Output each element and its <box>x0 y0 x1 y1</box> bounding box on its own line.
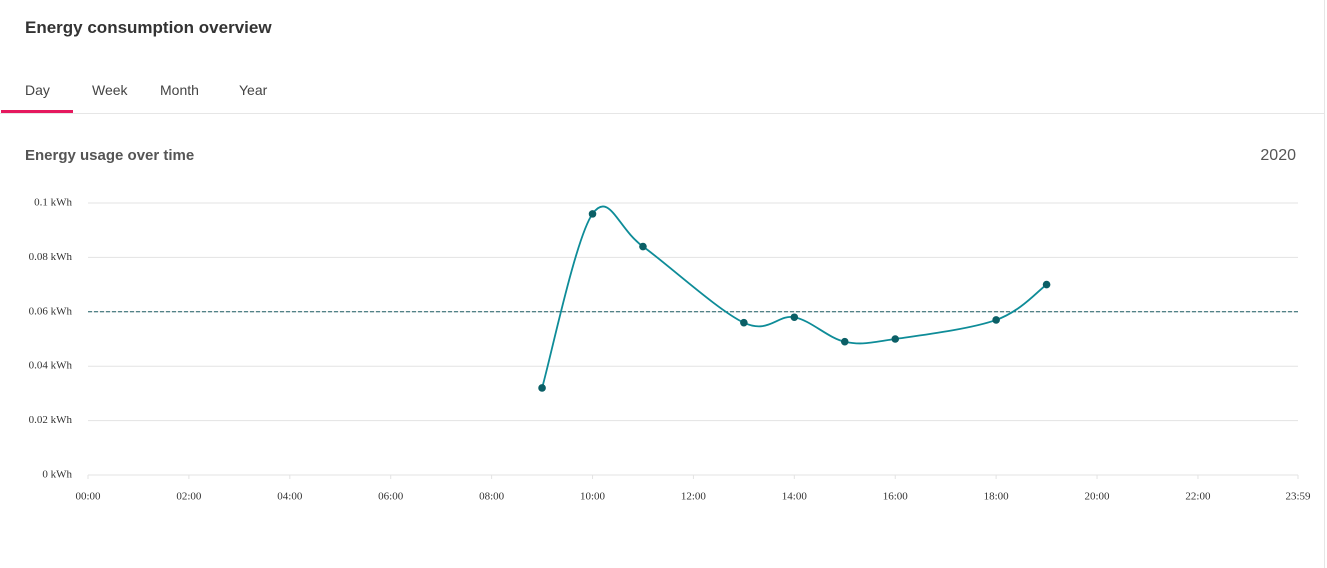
card-title: Energy consumption overview <box>25 18 272 37</box>
x-tick-label: 16:00 <box>883 491 909 503</box>
x-tick-label: 22:00 <box>1185 491 1211 503</box>
x-tick-label: 14:00 <box>782 491 808 503</box>
point <box>992 316 1000 324</box>
tab[interactable]: Week <box>92 82 128 98</box>
point <box>790 313 799 322</box>
x-tick-label: 18:00 <box>984 491 1010 503</box>
point <box>840 337 849 346</box>
point <box>740 318 748 327</box>
y-tick-label: 0 kWh <box>42 469 72 481</box>
x-tick-label: 20:00 <box>1085 491 1111 503</box>
y-tick-label: 0.1 kWh <box>34 197 72 209</box>
period-label: 2020 <box>1260 147 1296 164</box>
point <box>639 242 647 251</box>
point <box>891 335 900 343</box>
y-tick-label: 0.08 kWh <box>29 251 73 263</box>
y-tick-label: 0.02 kWh <box>29 414 73 426</box>
y-tick-label: 0.06 kWh <box>29 305 73 317</box>
x-tick-label: 04:00 <box>277 491 303 503</box>
x-tick-label: 08:00 <box>479 491 505 503</box>
x-tick-label: 10:00 <box>580 491 606 503</box>
x-tick-label: 02:00 <box>176 491 202 503</box>
active-tab-indicator <box>1 110 73 113</box>
point <box>1042 280 1051 289</box>
x-tick-label: 12:00 <box>681 491 707 503</box>
y-tick-label: 0.04 kWh <box>29 360 73 372</box>
line <box>541 205 1048 389</box>
point <box>538 384 546 392</box>
tab-bar: Day Week Month Year <box>0 70 1325 114</box>
point <box>588 210 597 218</box>
x-tick-label: 00:00 <box>75 491 101 503</box>
x-tick-label: 23:59 <box>1285 491 1311 503</box>
chart-title: Energy usage over time <box>25 147 195 164</box>
tab[interactable]: Day <box>25 82 50 98</box>
tab[interactable]: Year <box>239 82 268 98</box>
x-tick-label: 06:00 <box>378 491 404 503</box>
tab[interactable]: Month <box>160 82 199 98</box>
